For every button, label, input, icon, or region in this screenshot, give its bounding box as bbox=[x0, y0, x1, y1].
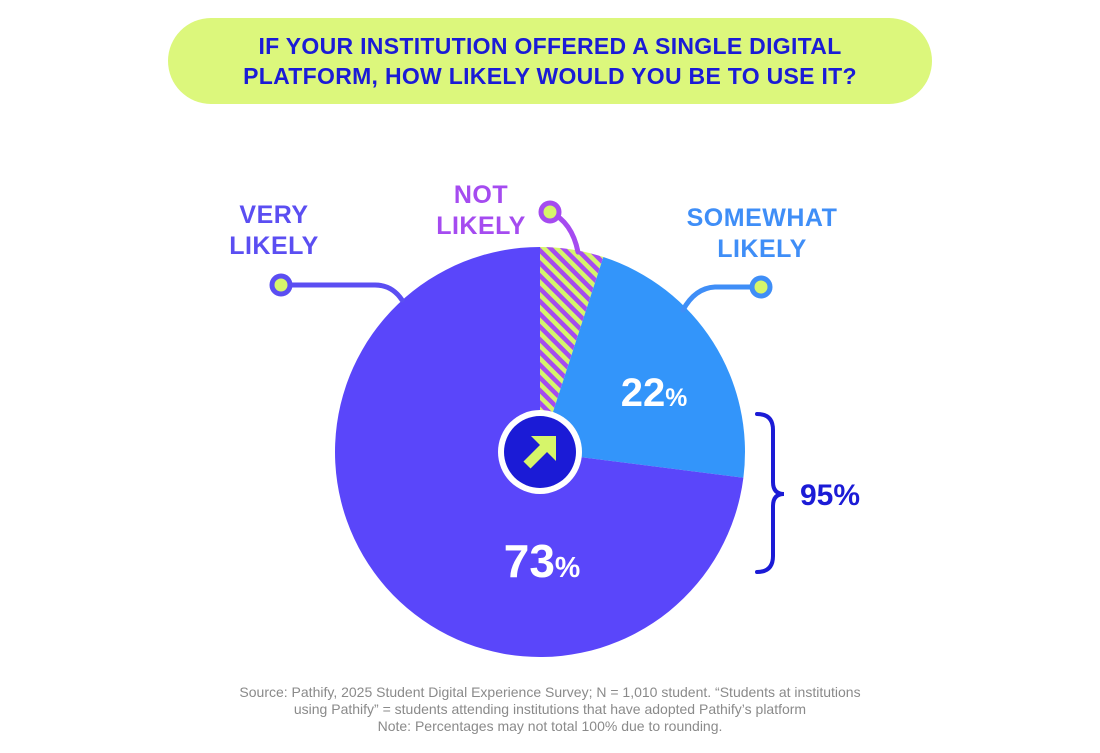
chart-title-line-1: IF YOUR INSTITUTION OFFERED A SINGLE DIG… bbox=[258, 33, 842, 59]
not-likely-label: NOT LIKELY bbox=[436, 181, 526, 240]
very-likely-leader bbox=[278, 282, 405, 303]
chart-title: IF YOUR INSTITUTION OFFERED A SINGLE DIG… bbox=[243, 31, 857, 91]
very-likely-label: VERY LIKELY bbox=[229, 201, 319, 260]
somewhat-likely-leader-dot bbox=[749, 275, 773, 299]
very-likely-leader-dot bbox=[269, 273, 293, 297]
chart-title-line-2: PLATFORM, HOW LIKELY WOULD YOU BE TO USE… bbox=[243, 63, 857, 89]
bracket-total-label: 95% bbox=[800, 479, 860, 512]
somewhat-likely-label: SOMEWHAT LIKELY bbox=[687, 204, 838, 263]
arrow-up-right-icon bbox=[498, 410, 582, 494]
slice-not-likely bbox=[540, 247, 604, 452]
source-line-2: using Pathify” = students attending inst… bbox=[293, 701, 807, 717]
bracket bbox=[755, 412, 785, 574]
slice-somewhat-likely bbox=[540, 257, 745, 478]
somewhat-likely-leader bbox=[680, 284, 764, 313]
title-banner: IF YOUR INSTITUTION OFFERED A SINGLE DIG… bbox=[168, 18, 932, 104]
very-likely-value-label: 73% bbox=[504, 535, 581, 587]
not-likely-leader-dot bbox=[538, 200, 562, 224]
source-note: Source: Pathify, 2025 Student Digital Ex… bbox=[150, 684, 950, 735]
source-line-1: Source: Pathify, 2025 Student Digital Ex… bbox=[239, 684, 861, 700]
somewhat-likely-value-label: 22% bbox=[621, 371, 688, 415]
source-line-3: Note: Percentages may not total 100% due… bbox=[377, 718, 723, 734]
